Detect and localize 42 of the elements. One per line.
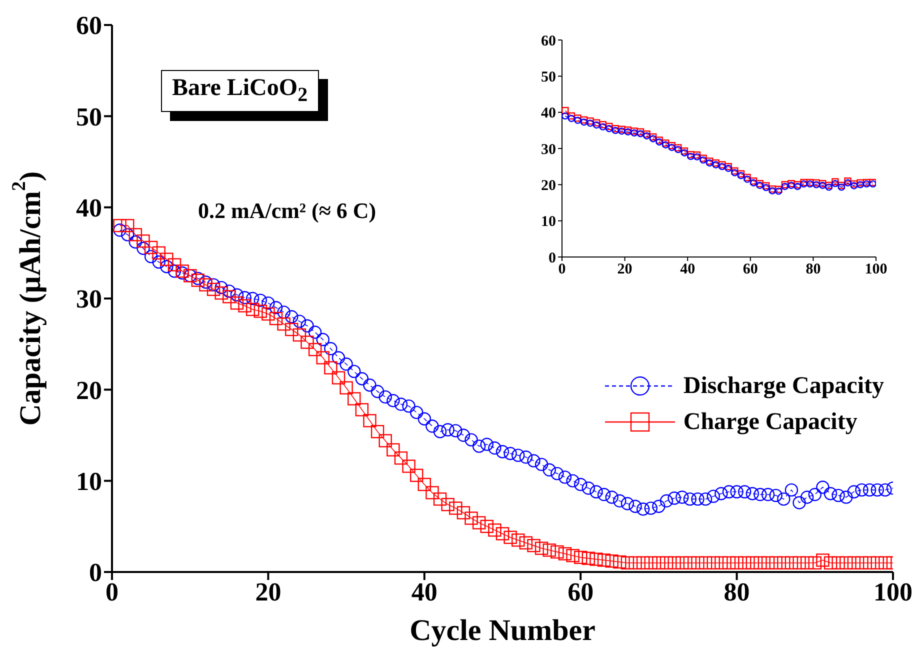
y-tick-label: 0	[89, 558, 102, 588]
x-tick-label: 20	[255, 577, 282, 606]
y-tick-label: 60	[76, 11, 102, 40]
point	[562, 106, 569, 114]
x-tick-label: 80	[806, 262, 821, 278]
y-tick-label: 50	[541, 69, 556, 86]
legend-label: Discharge Capacity	[683, 372, 884, 400]
point	[568, 114, 576, 122]
point	[568, 112, 576, 120]
y-tick-label: 50	[76, 102, 102, 132]
x-tick-label: 40	[680, 262, 696, 278]
x-tick-label: 60	[742, 262, 758, 278]
x-tick-label: 80	[724, 577, 750, 606]
x-tick-label: 20	[617, 262, 632, 278]
y-tick-label: 30	[76, 284, 102, 314]
x-tick-label: 40	[411, 577, 438, 606]
y-tick-label: 20	[541, 178, 556, 194]
point	[580, 118, 588, 126]
x-tick-label: 0	[558, 262, 566, 278]
x-tick-label: 100	[864, 262, 888, 278]
y-tick-label: 60	[541, 33, 556, 50]
point	[562, 112, 569, 120]
annotation: 0.2 mA/cm² (≈ 6 C)	[198, 198, 376, 224]
point	[580, 116, 588, 124]
y-tick-label: 0	[548, 250, 556, 266]
y-tick-label: 10	[76, 467, 102, 496]
point	[592, 121, 600, 129]
y-tick-label: 20	[76, 376, 102, 405]
point	[586, 117, 594, 125]
x-tick-label: 60	[568, 577, 594, 606]
legend-label: Charge Capacity	[683, 408, 858, 436]
y-tick-label: 40	[76, 194, 102, 223]
y-tick-label: 10	[541, 214, 556, 230]
point	[606, 122, 613, 130]
y-tick-label: 40	[541, 106, 556, 122]
point	[606, 125, 613, 132]
x-tick-label: 100	[874, 577, 912, 606]
point	[592, 119, 600, 126]
x-axis-title: Cycle Number	[410, 614, 596, 647]
y-tick-label: 30	[541, 142, 556, 158]
annotation: Bare LiCoO$_{2}$	[161, 70, 319, 112]
point	[586, 120, 594, 127]
